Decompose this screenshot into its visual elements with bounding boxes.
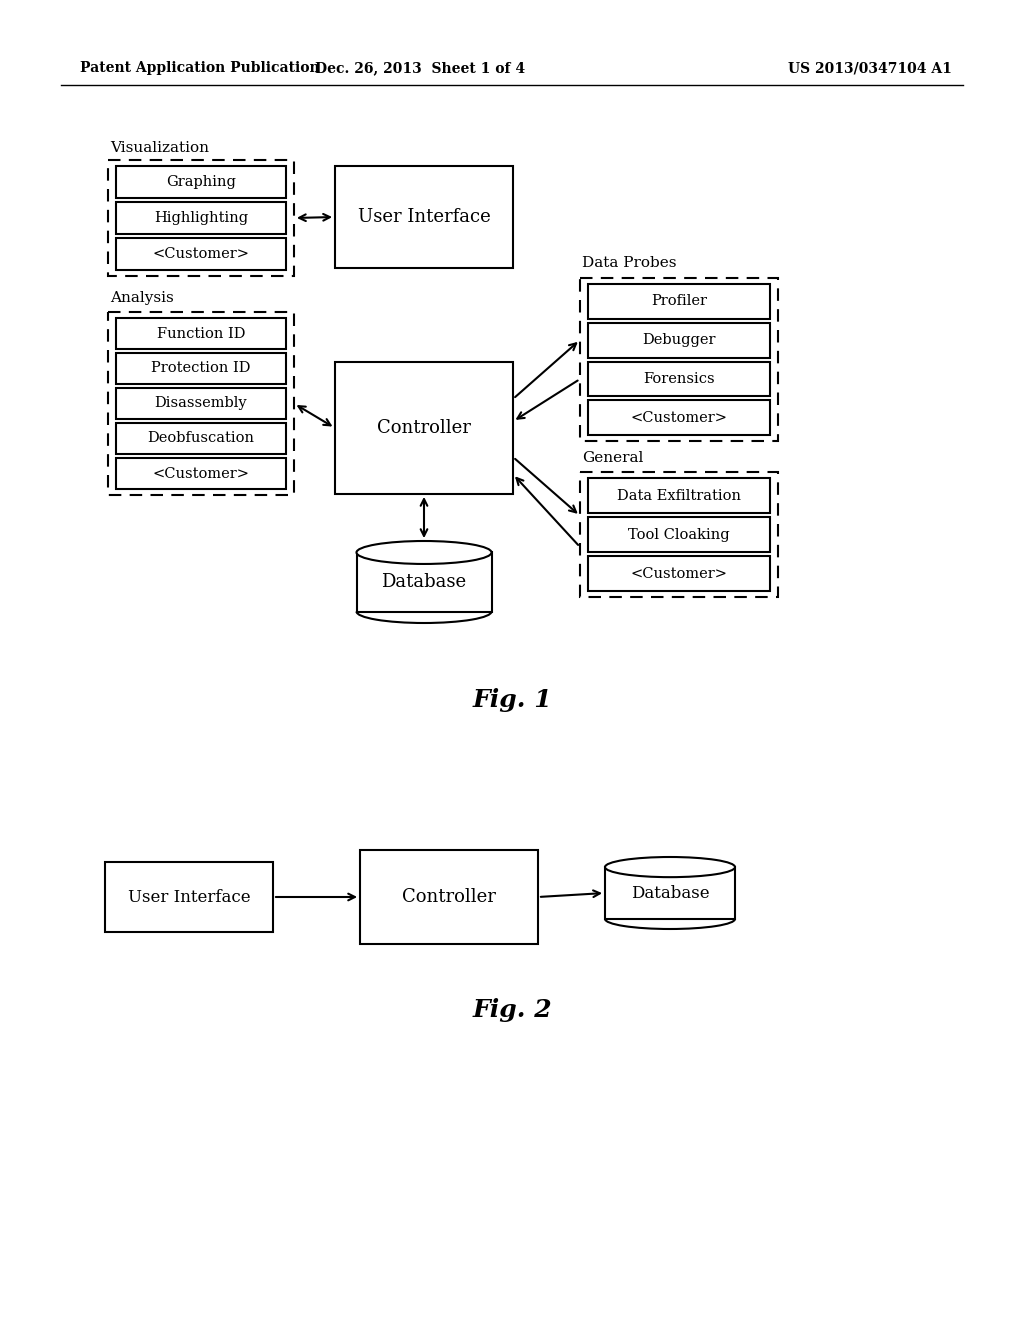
Text: <Customer>: <Customer> bbox=[153, 247, 250, 261]
Text: Database: Database bbox=[631, 884, 710, 902]
Text: User Interface: User Interface bbox=[128, 888, 250, 906]
Ellipse shape bbox=[605, 857, 735, 878]
Bar bbox=[356, 553, 492, 611]
Text: Protection ID: Protection ID bbox=[152, 362, 251, 375]
Bar bbox=[105, 862, 273, 932]
Bar bbox=[605, 867, 735, 919]
Text: Graphing: Graphing bbox=[166, 176, 236, 189]
Bar bbox=[588, 556, 770, 591]
Text: Data Exfiltration: Data Exfiltration bbox=[617, 488, 741, 503]
Bar bbox=[580, 473, 778, 597]
Text: Deobfuscation: Deobfuscation bbox=[147, 432, 255, 446]
Text: <Customer>: <Customer> bbox=[153, 466, 250, 480]
Text: Forensics: Forensics bbox=[643, 372, 715, 385]
Text: Data Probes: Data Probes bbox=[582, 256, 677, 271]
Bar bbox=[588, 517, 770, 552]
Bar bbox=[116, 388, 286, 418]
Text: Tool Cloaking: Tool Cloaking bbox=[628, 528, 730, 541]
Bar bbox=[116, 422, 286, 454]
Text: Profiler: Profiler bbox=[651, 294, 707, 309]
Bar bbox=[116, 352, 286, 384]
Text: Controller: Controller bbox=[402, 888, 496, 906]
Text: Controller: Controller bbox=[377, 418, 471, 437]
Bar bbox=[108, 160, 294, 276]
Text: Fig. 2: Fig. 2 bbox=[472, 998, 552, 1022]
Text: Visualization: Visualization bbox=[110, 141, 209, 154]
Bar bbox=[116, 318, 286, 348]
Text: Patent Application Publication: Patent Application Publication bbox=[80, 61, 319, 75]
Bar bbox=[360, 850, 538, 944]
Text: US 2013/0347104 A1: US 2013/0347104 A1 bbox=[788, 61, 952, 75]
Text: Analysis: Analysis bbox=[110, 290, 174, 305]
Text: Function ID: Function ID bbox=[157, 326, 246, 341]
Bar bbox=[108, 312, 294, 495]
Bar bbox=[588, 284, 770, 318]
Bar bbox=[588, 400, 770, 436]
Text: Debugger: Debugger bbox=[642, 333, 716, 347]
Bar bbox=[116, 238, 286, 271]
Bar bbox=[116, 202, 286, 234]
Text: Fig. 1: Fig. 1 bbox=[472, 688, 552, 711]
Text: <Customer>: <Customer> bbox=[631, 411, 727, 425]
Text: User Interface: User Interface bbox=[357, 209, 490, 226]
Bar bbox=[588, 323, 770, 358]
Text: Disassembly: Disassembly bbox=[155, 396, 248, 411]
Bar bbox=[116, 458, 286, 488]
Bar bbox=[335, 166, 513, 268]
Bar bbox=[116, 166, 286, 198]
Bar bbox=[588, 362, 770, 396]
Text: Dec. 26, 2013  Sheet 1 of 4: Dec. 26, 2013 Sheet 1 of 4 bbox=[315, 61, 525, 75]
Bar bbox=[580, 279, 778, 441]
Text: Highlighting: Highlighting bbox=[154, 211, 248, 224]
Bar bbox=[588, 478, 770, 513]
Text: <Customer>: <Customer> bbox=[631, 566, 727, 581]
Text: General: General bbox=[582, 451, 643, 465]
Bar bbox=[335, 362, 513, 494]
Ellipse shape bbox=[356, 541, 492, 564]
Text: Database: Database bbox=[381, 573, 467, 591]
